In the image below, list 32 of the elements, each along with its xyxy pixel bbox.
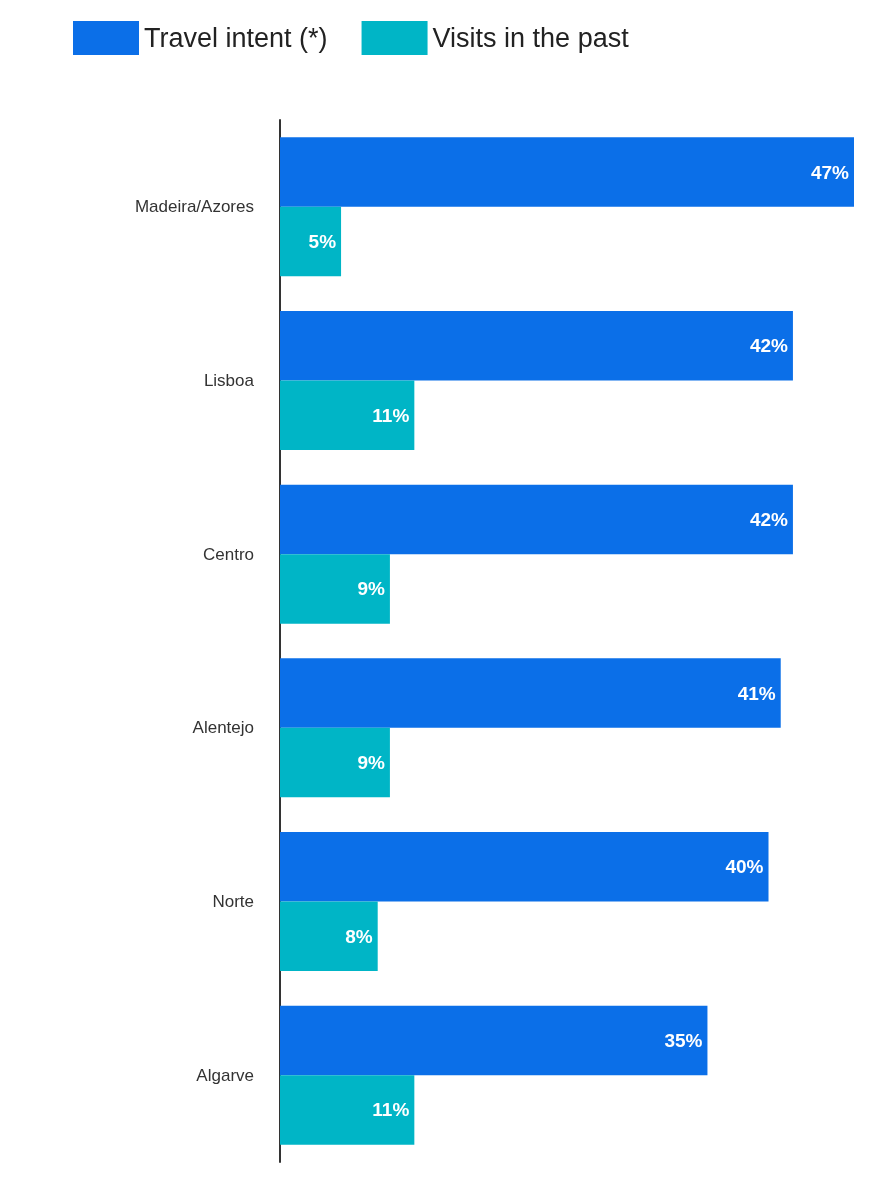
data-label: 11%	[372, 404, 410, 426]
data-label: 40%	[725, 856, 764, 878]
bar	[280, 380, 415, 450]
data-label: 11%	[372, 1099, 410, 1121]
bar	[280, 727, 390, 798]
y-tick-label: Lisboa	[203, 371, 255, 390]
data-label: 47%	[810, 161, 850, 183]
legend-label: Travel intent (*)	[144, 23, 328, 53]
data-label: 42%	[749, 508, 789, 530]
data-label: 5%	[308, 231, 337, 253]
data-label: 41%	[737, 682, 776, 704]
y-tick-label: Alentejo	[192, 718, 254, 738]
bar	[280, 832, 769, 902]
data-label: 9%	[357, 752, 386, 774]
y-tick-label: Madeira/Azores	[134, 197, 254, 217]
y-tick-label: Centro	[202, 544, 254, 564]
bar	[280, 554, 390, 624]
bar	[280, 658, 781, 728]
bar	[280, 484, 793, 555]
data-label: 42%	[749, 335, 789, 357]
bar	[280, 1075, 415, 1145]
bar	[280, 137, 854, 207]
bar	[280, 1005, 708, 1076]
data-label: 35%	[664, 1029, 703, 1051]
bar	[280, 901, 378, 971]
y-tick-label: Algarve	[196, 1065, 254, 1085]
bar	[280, 311, 793, 381]
bar	[280, 206, 342, 277]
data-label: 9%	[357, 578, 386, 600]
y-tick-label: Norte	[212, 892, 254, 911]
data-label: 8%	[345, 925, 373, 947]
legend-label: Visits in the past	[432, 23, 630, 53]
